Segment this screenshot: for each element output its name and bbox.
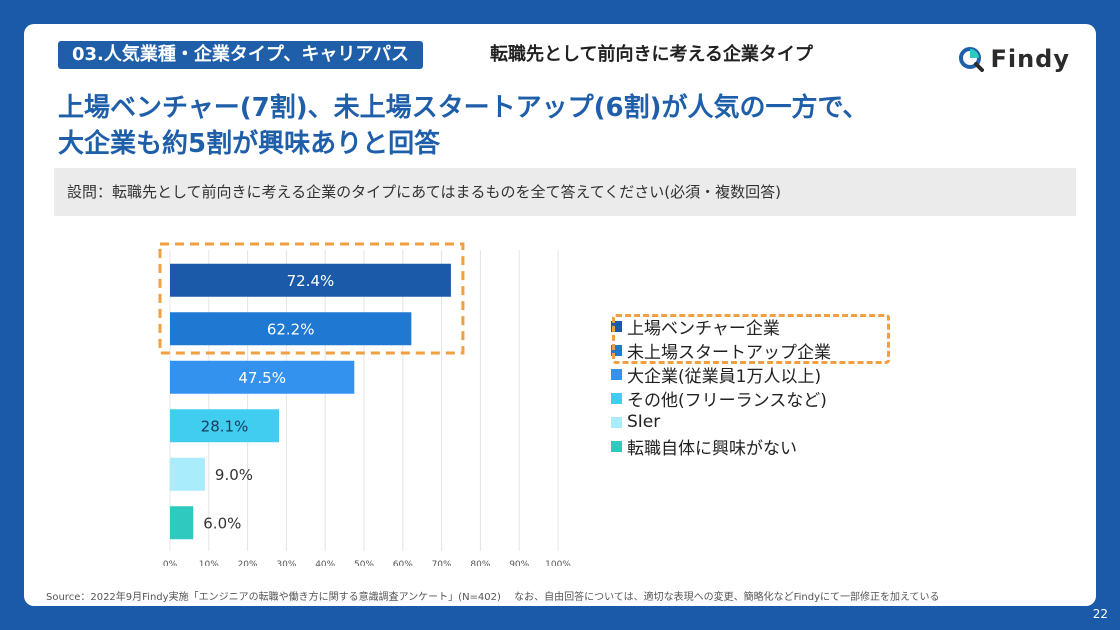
bar [170, 457, 205, 491]
legend-label: 上場ベンチャー企業 [627, 318, 780, 339]
x-tick-label: 70% [432, 560, 452, 566]
section-subtitle: 転職先として前向きに考える企業タイプ [490, 44, 813, 65]
chart-legend: 上場ベンチャー企業未上場スタートアップ企業 大企業(従業員1万人以上) その他(フリ… [611, 314, 831, 459]
legend-label: SIer [627, 412, 661, 432]
x-tick-label: 60% [393, 560, 413, 566]
bar-value-label: 72.4% [287, 272, 335, 290]
bar-value-label: 6.0% [203, 514, 241, 532]
headline: 上場ベンチャー(7割)、未上場スタートアップ(6割)が人気の一方で、 大企業も約… [58, 90, 868, 162]
findy-logo-icon [959, 47, 985, 72]
x-tick-label: 90% [509, 560, 529, 566]
source-note: Source：2022年9月Findy実施「エンジニアの転職や働き方に関する意識… [46, 592, 940, 603]
bar [170, 263, 451, 297]
x-tick-label: 50% [354, 560, 374, 566]
page-number: 22 [1092, 607, 1108, 621]
legend-label: その他(フリーランスなど) [627, 390, 827, 411]
bar-chart: 0% 10% 20% 30% 40% 50% 60% 70% 80% 90% 100% 72.4% 62… [158, 242, 571, 566]
legend-swatch [611, 392, 622, 404]
x-tick-label: 30% [276, 560, 296, 566]
legend-swatch [611, 368, 622, 380]
legend-label: 未上場スタートアップ企業 [627, 342, 831, 363]
bar-value-label: 9.0% [215, 466, 253, 484]
x-tick-label: 40% [315, 560, 335, 566]
bar-highlight-box [158, 242, 465, 355]
bar-value-label: 62.2% [267, 320, 315, 338]
x-tick-label: 20% [238, 560, 258, 566]
legend-item: 上場ベンチャー企業 [611, 314, 831, 339]
legend-label: 大企業(従業員1万人以上) [627, 366, 822, 387]
legend-swatch [611, 320, 622, 332]
legend-swatch [611, 416, 622, 428]
bar [170, 360, 355, 394]
legend-label: 転職自体に興味がない [627, 438, 797, 459]
legend-swatch [611, 344, 622, 356]
headline-line-2: 大企業も約5割が興味ありと回答 [58, 129, 441, 159]
bar-value-label: 47.5% [238, 369, 286, 387]
legend-highlight-box [612, 314, 890, 364]
x-tick-label: 10% [199, 560, 219, 566]
question-box: 設問：転職先として前向きに考える企業のタイプにあてはまるものを全て答えてください… [54, 168, 1076, 216]
legend-item: SIer [611, 410, 831, 434]
slide-card: 03.人気業種・企業タイプ、キャリアパス 転職先として前向きに考える企業タイプ … [24, 24, 1096, 606]
legend-item: 転職自体に興味がない [611, 434, 831, 459]
legend-item: その他(フリーランスなど) [611, 386, 831, 411]
bar [170, 409, 280, 443]
bar [170, 312, 412, 346]
x-tick-label: 0% [163, 560, 178, 566]
bar-value-label: 28.1% [201, 417, 249, 435]
legend-item: 大企業(従業員1万人以上) [611, 362, 831, 387]
legend-item: 未上場スタートアップ企業 [611, 338, 831, 363]
x-tick-label: 80% [470, 560, 490, 566]
headline-line-1: 上場ベンチャー(7割)、未上場スタートアップ(6割)が人気の一方で、 [58, 93, 869, 123]
section-tag: 03.人気業種・企業タイプ、キャリアパス [58, 41, 423, 69]
bar [170, 506, 194, 540]
x-tick-label: 100% [545, 560, 571, 566]
findy-logo: Findy [958, 44, 1070, 74]
logo-text: Findy [990, 45, 1070, 73]
legend-swatch [611, 440, 622, 452]
